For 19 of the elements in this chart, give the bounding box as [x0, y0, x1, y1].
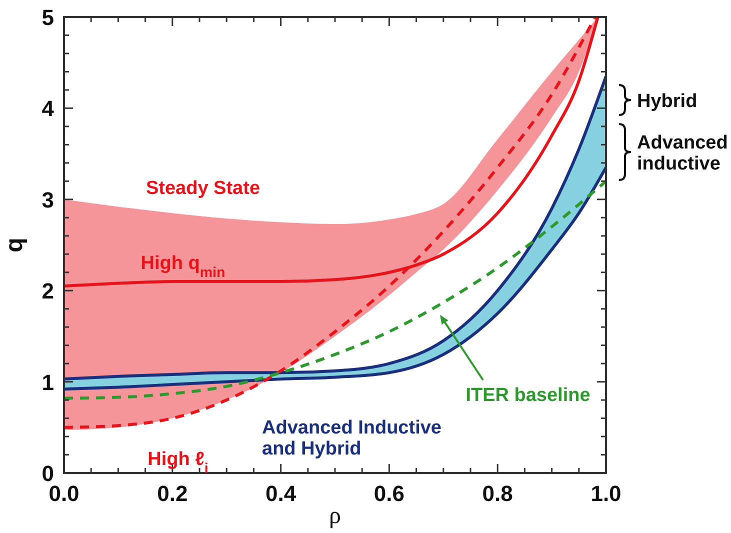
text: Advanced inductive [637, 132, 728, 174]
y-tick-label: 1 [42, 370, 54, 395]
y-axis-title: q [1, 238, 28, 252]
x-tick-label: 0.4 [266, 481, 297, 506]
y-tick-label: 2 [42, 278, 54, 304]
x-tick-label: 0.6 [374, 481, 404, 506]
y-tick-label: 5 [42, 5, 54, 30]
annotation: ITER baseline [466, 385, 590, 406]
x-tick-label: 0.8 [482, 481, 513, 506]
x-tick-label: 1.0 [590, 481, 622, 506]
annotation: High q$_{min}$ [140, 253, 226, 281]
x-tick-label: 0.2 [157, 481, 188, 506]
y-tick-label: 4 [42, 96, 55, 122]
y-tick-label: 3 [42, 187, 54, 212]
text: Hybrid [637, 91, 698, 112]
annotation: High ℓ$_{i}$ [148, 449, 208, 477]
x-axis-title: ρ [329, 503, 341, 529]
annotation: Advanced Inductive and Hybrid [262, 418, 442, 460]
annotation: Steady State [146, 178, 260, 199]
